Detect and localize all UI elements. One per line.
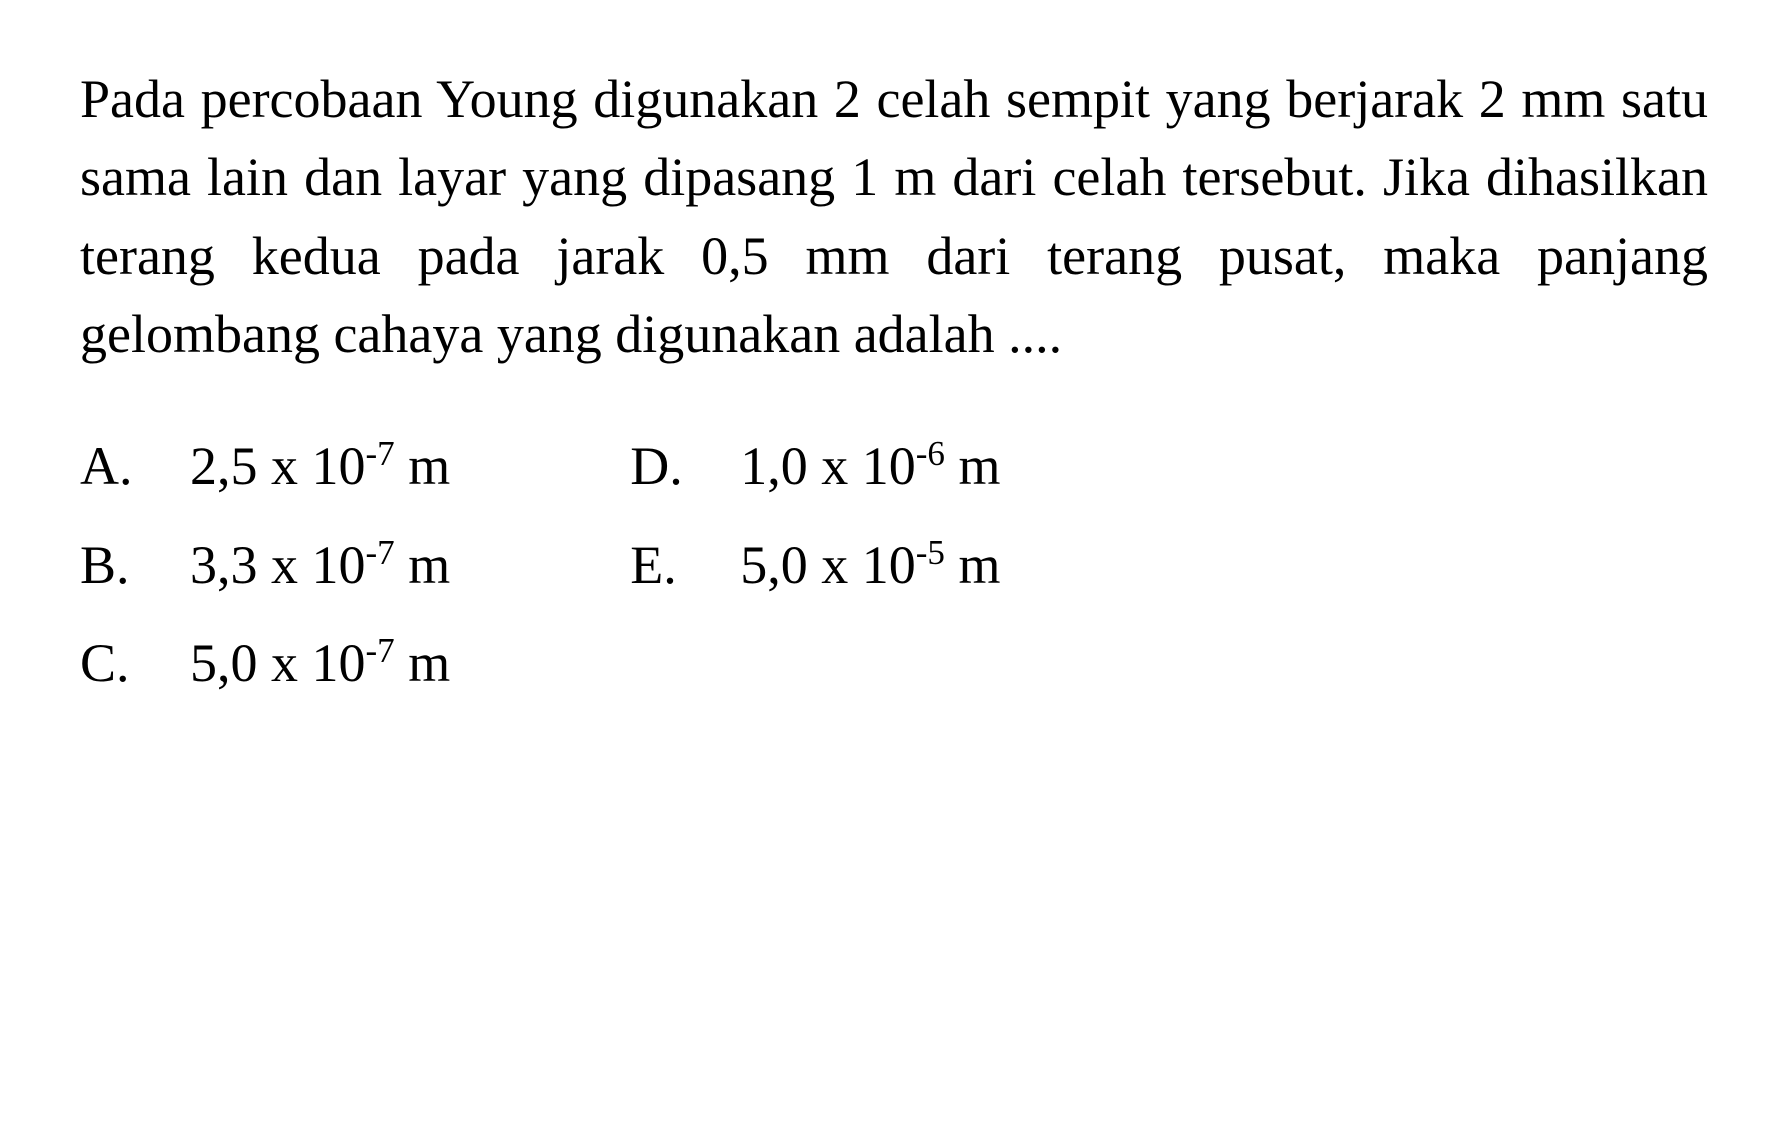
option-exponent: -5: [916, 533, 945, 572]
option-coefficient: 1,0: [740, 436, 808, 496]
option-unit: m: [408, 633, 450, 693]
option-a: A. 2,5 x 10-7 m: [80, 423, 450, 509]
option-label: E.: [630, 522, 740, 608]
option-exponent: -7: [366, 631, 395, 670]
option-value: 5,0 x 10-5 m: [740, 522, 1000, 608]
option-value: 2,5 x 10-7 m: [190, 423, 450, 509]
option-label: B.: [80, 522, 190, 608]
option-d: D. 1,0 x 10-6 m: [630, 423, 1000, 509]
options-left-column: A. 2,5 x 10-7 m B. 3,3 x 10-7 m C. 5,0 x…: [80, 423, 450, 706]
option-label: D.: [630, 423, 740, 509]
option-exponent: -6: [916, 434, 945, 473]
option-exponent: -7: [366, 533, 395, 572]
option-exponent: -7: [366, 434, 395, 473]
option-unit: m: [958, 535, 1000, 595]
options-right-column: D. 1,0 x 10-6 m E. 5,0 x 10-5 m: [630, 423, 1000, 706]
option-unit: m: [408, 535, 450, 595]
option-e: E. 5,0 x 10-5 m: [630, 522, 1000, 608]
option-value: 1,0 x 10-6 m: [740, 423, 1000, 509]
option-unit: m: [408, 436, 450, 496]
option-coefficient: 3,3: [190, 535, 258, 595]
option-value: 5,0 x 10-7 m: [190, 620, 450, 706]
option-label: A.: [80, 423, 190, 509]
question-text: Pada percobaan Young digunakan 2 celah s…: [80, 60, 1708, 373]
option-coefficient: 2,5: [190, 436, 258, 496]
option-b: B. 3,3 x 10-7 m: [80, 522, 450, 608]
question-container: Pada percobaan Young digunakan 2 celah s…: [80, 60, 1708, 706]
option-coefficient: 5,0: [190, 633, 258, 693]
option-c: C. 5,0 x 10-7 m: [80, 620, 450, 706]
option-unit: m: [958, 436, 1000, 496]
option-label: C.: [80, 620, 190, 706]
option-value: 3,3 x 10-7 m: [190, 522, 450, 608]
option-coefficient: 5,0: [740, 535, 808, 595]
options-container: A. 2,5 x 10-7 m B. 3,3 x 10-7 m C. 5,0 x…: [80, 423, 1708, 706]
